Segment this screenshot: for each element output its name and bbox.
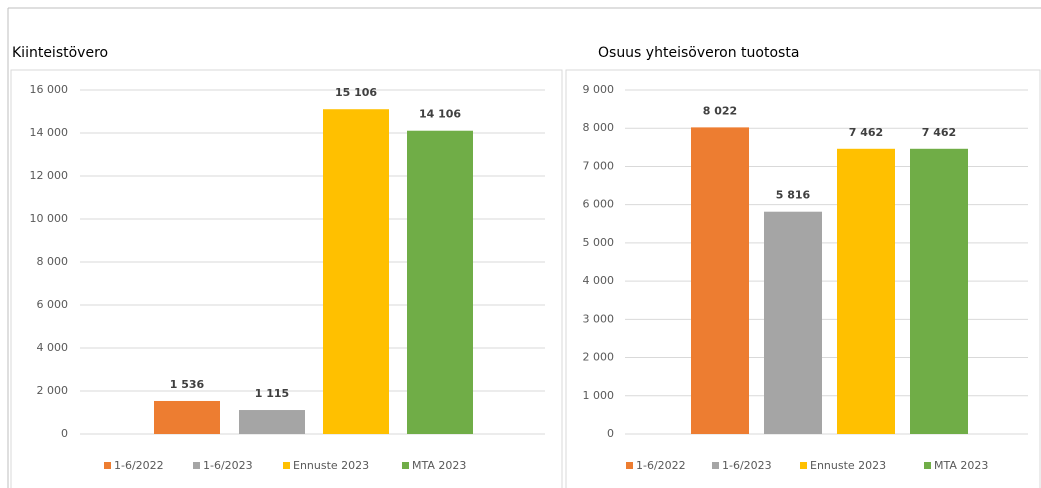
y-tick-label: 0 bbox=[607, 427, 614, 440]
y-tick-label: 12 000 bbox=[30, 169, 69, 182]
legend-swatch bbox=[193, 462, 200, 469]
bar bbox=[764, 211, 822, 434]
y-tick-label: 6 000 bbox=[583, 198, 615, 211]
legend-label: 1-6/2022 bbox=[114, 459, 164, 472]
y-tick-label: 1 000 bbox=[583, 389, 615, 402]
y-tick-label: 10 000 bbox=[30, 212, 69, 225]
value-label: 1 536 bbox=[170, 378, 205, 391]
y-tick-label: 8 000 bbox=[583, 121, 615, 134]
value-label: 15 106 bbox=[335, 86, 377, 99]
legend-label: 1-6/2023 bbox=[722, 459, 772, 472]
chart-box bbox=[565, 69, 1041, 488]
chart-box bbox=[10, 69, 563, 488]
value-label: 7 462 bbox=[922, 126, 956, 139]
legend-label: 1-6/2022 bbox=[636, 459, 686, 472]
y-tick-label: 4 000 bbox=[583, 274, 615, 287]
y-tick-label: 5 000 bbox=[583, 236, 615, 249]
bar bbox=[154, 400, 220, 434]
y-tick-label: 8 000 bbox=[37, 255, 69, 268]
value-label: 14 106 bbox=[419, 108, 461, 121]
y-tick-label: 2 000 bbox=[37, 384, 69, 397]
bar bbox=[407, 130, 473, 434]
value-label: 1 115 bbox=[255, 387, 289, 400]
bar bbox=[239, 410, 305, 434]
bar bbox=[837, 148, 895, 435]
y-tick-label: 14 000 bbox=[30, 126, 69, 139]
y-tick-label: 9 000 bbox=[583, 83, 615, 96]
y-tick-label: 2 000 bbox=[583, 351, 615, 364]
legend-label: 1-6/2023 bbox=[203, 459, 253, 472]
legend-label: MTA 2023 bbox=[412, 459, 466, 472]
legend-swatch bbox=[402, 462, 409, 469]
legend-swatch bbox=[283, 462, 290, 469]
y-tick-label: 3 000 bbox=[583, 312, 615, 325]
bar bbox=[691, 127, 749, 434]
y-tick-label: 7 000 bbox=[583, 159, 615, 172]
legend-swatch bbox=[104, 462, 111, 469]
value-label: 8 022 bbox=[703, 104, 737, 117]
legend-label: MTA 2023 bbox=[934, 459, 988, 472]
legend-label: Ennuste 2023 bbox=[293, 459, 369, 472]
chart-title: Kiinteistövero bbox=[12, 45, 108, 61]
legend-swatch bbox=[924, 462, 931, 469]
bar bbox=[910, 148, 968, 435]
legend-label: Ennuste 2023 bbox=[810, 459, 886, 472]
legend-swatch bbox=[626, 462, 633, 469]
y-tick-label: 6 000 bbox=[37, 298, 69, 311]
value-label: 7 462 bbox=[849, 126, 883, 139]
value-label: 5 816 bbox=[776, 189, 811, 202]
legend-swatch bbox=[712, 462, 719, 469]
legend-swatch bbox=[800, 462, 807, 469]
bar bbox=[323, 109, 389, 434]
y-tick-label: 16 000 bbox=[30, 83, 69, 96]
y-tick-label: 4 000 bbox=[37, 341, 69, 354]
chart-title: Osuus yhteisöveron tuotosta bbox=[598, 45, 799, 61]
y-tick-label: 0 bbox=[61, 427, 68, 440]
